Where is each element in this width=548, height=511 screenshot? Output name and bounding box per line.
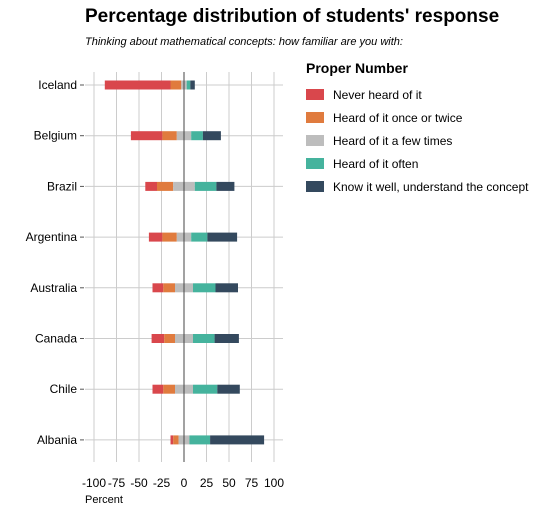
bar-segment [104,80,171,90]
legend-swatch [306,89,324,100]
bar-segment [186,80,191,90]
bar-segment [164,334,175,343]
bar-segment [173,435,179,445]
legend-label: Heard of it a few times [333,133,453,148]
bar-segment [193,334,215,343]
bar-segment [157,181,174,191]
bar-segment [193,384,218,394]
bar-segment [190,80,195,90]
chart-subtitle: Thinking about mathematical concepts: ho… [85,36,403,48]
legend-item-heard-often: Heard of it often [306,152,528,175]
y-tick-label: Iceland [38,78,77,92]
bar-segment [152,283,164,293]
bar-segment [145,181,157,191]
legend-title: Proper Number [306,60,408,76]
bar-segment [207,232,238,242]
x-tick-label: 0 [181,476,188,490]
x-tick-label: 25 [200,476,214,490]
legend-item-heard-once-or-twice: Heard of it once or twice [306,106,528,129]
bar-segment [163,384,175,394]
y-tick-label: Chile [50,382,78,396]
legend-label: Heard of it once or twice [333,110,463,125]
y-tick-label: Belgium [34,129,77,143]
legend-swatch [306,135,324,146]
bar-segment [170,435,174,445]
bar-segment [152,384,164,394]
bar-segment [193,283,216,293]
x-axis-label: Percent [85,494,123,506]
legend-item-never-heard: Never heard of it [306,83,528,106]
legend-label: Heard of it often [333,156,419,171]
legend-label: Know it well, understand the concept [333,179,529,194]
bar-segment [194,181,217,191]
bar-segment [189,435,211,445]
bar-segment [214,334,239,343]
bar-segment [162,131,177,141]
bar-segment [216,181,235,191]
bar-segment [210,435,265,445]
x-tick-label: 100 [264,476,284,490]
x-tick-label: 75 [245,476,259,490]
bar-segment [217,384,240,394]
legend-item-heard-few-times: Heard of it a few times [306,129,528,152]
x-tick-label: -75 [108,476,126,490]
legend-label: Never heard of it [333,87,422,102]
bar-segment [191,131,203,141]
x-tick-label: 50 [222,476,236,490]
legend-item-know-it-well: Know it well, understand the concept [306,175,528,198]
y-tick-label: Argentina [26,230,78,244]
y-tick-label: Brazil [47,179,77,193]
x-tick-label: -25 [153,476,171,490]
y-tick-label: Australia [30,281,77,295]
y-tick-label: Canada [35,332,77,346]
bar-segment [162,232,177,242]
bar-segment [191,232,208,242]
x-tick-label: -50 [130,476,148,490]
legend: Proper Number Never heard of it Heard of… [306,60,528,198]
bar-segment [148,232,163,242]
legend-swatch [306,112,324,123]
bar-segment [130,131,163,141]
legend-swatch [306,181,324,192]
bar-segment [170,80,182,90]
legend-swatch [306,158,324,169]
bar-segment [151,334,165,343]
x-tick-label: -100 [82,476,106,490]
bar-segment [202,131,221,141]
bar-segment [215,283,238,293]
bar-segment [163,283,175,293]
y-tick-label: Albania [37,433,77,447]
chart-title: Percentage distribution of students' res… [85,6,500,27]
